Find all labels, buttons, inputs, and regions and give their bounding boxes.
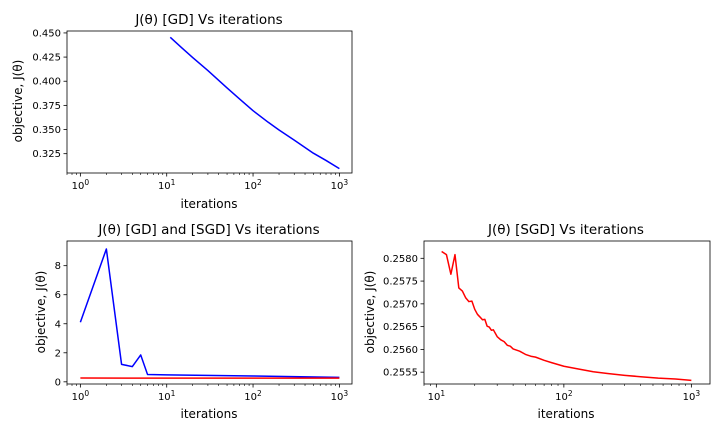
- subplot-gd-sgd-x-tick-label: 101: [158, 389, 176, 403]
- subplot-gd-x-tick-label: 101: [158, 178, 176, 192]
- subplot-gd-sgd-y-tick-label: 0: [55, 377, 61, 388]
- subplot-gd-sgd-x-tick-label: 103: [331, 389, 349, 403]
- subplot-gd-sgd-x-tick-label: 102: [244, 389, 262, 403]
- subplot-sgd-x-tick-label: 103: [683, 389, 701, 403]
- subplot-gd-y-tick-label: 0.400: [32, 77, 61, 88]
- subplot-gd: J(θ) [GD] Vs iterations iterations objec…: [11, 12, 353, 211]
- subplot-gd-sgd-series-0-line: [79, 248, 340, 379]
- subplot-gd-y-tick-label: 0.375: [32, 101, 61, 112]
- subplot-sgd-x-tick-label: 101: [428, 389, 446, 403]
- subplot-sgd-xlabel: iterations: [538, 407, 595, 421]
- subplot-gd-axes-frame: [66, 30, 353, 174]
- subplot-sgd-x-tick-label: 102: [555, 389, 573, 403]
- subplot-sgd-y-tick-label: 0.2565: [383, 322, 418, 333]
- subplot-gd-x-tick-label: 103: [331, 178, 349, 192]
- subplot-sgd-y-tick-label: 0.2575: [383, 277, 418, 288]
- subplot-gd-y-tick-label: 0.325: [32, 149, 61, 160]
- subplot-gd-sgd-y-tick-label: 2: [55, 348, 61, 359]
- subplot-sgd-y-tick-label: 0.2570: [383, 299, 418, 310]
- subplot-gd-x-tick-label: 100: [72, 178, 90, 192]
- subplot-sgd-y-tick-label: 0.2555: [383, 368, 418, 379]
- subplot-gd-y-tick-label: 0.425: [32, 53, 61, 64]
- subplot-gd-sgd-x-tick-label: 100: [72, 389, 90, 403]
- subplot-sgd-ylabel: objective, J(θ): [363, 271, 377, 354]
- subplot-gd-sgd-title: J(θ) [GD] and [SGD] Vs iterations: [97, 222, 319, 238]
- subplot-gd-sgd-y-tick-label: 8: [55, 261, 61, 272]
- subplot-gd-y-tick-label: 0.350: [32, 125, 61, 136]
- subplot-gd-sgd-xlabel: iterations: [181, 407, 238, 421]
- subplot-gd-xlabel: iterations: [181, 197, 238, 211]
- subplot-gd-sgd-y-tick-label: 6: [55, 290, 61, 301]
- subplot-gd-ylabel: objective, J(θ): [11, 60, 25, 143]
- subplot-gd-title: J(θ) [GD] Vs iterations: [134, 12, 282, 28]
- subplot-gd-sgd: J(θ) [GD] and [SGD] Vs iterations iterat…: [34, 222, 353, 421]
- subplot-gd-sgd-ylabel: objective, J(θ): [34, 271, 48, 354]
- subplot-gd-series-0-line: [169, 36, 340, 170]
- subplot-gd-x-tick-label: 102: [244, 178, 262, 192]
- subplot-sgd-y-tick-label: 0.2580: [383, 254, 418, 265]
- subplot-sgd-series-0-line: [441, 250, 692, 382]
- subplot-sgd-title: J(θ) [SGD] Vs iterations: [487, 222, 644, 238]
- subplot-sgd-axes-frame: [423, 240, 711, 385]
- subplot-sgd-y-tick-label: 0.2560: [383, 345, 418, 356]
- subplot-sgd: J(θ) [SGD] Vs iterations iterations obje…: [363, 222, 711, 421]
- subplot-gd-sgd-axes-frame: [66, 240, 353, 385]
- subplot-gd-y-tick-label: 0.450: [32, 28, 61, 39]
- subplot-gd-sgd-y-tick-label: 4: [55, 319, 61, 330]
